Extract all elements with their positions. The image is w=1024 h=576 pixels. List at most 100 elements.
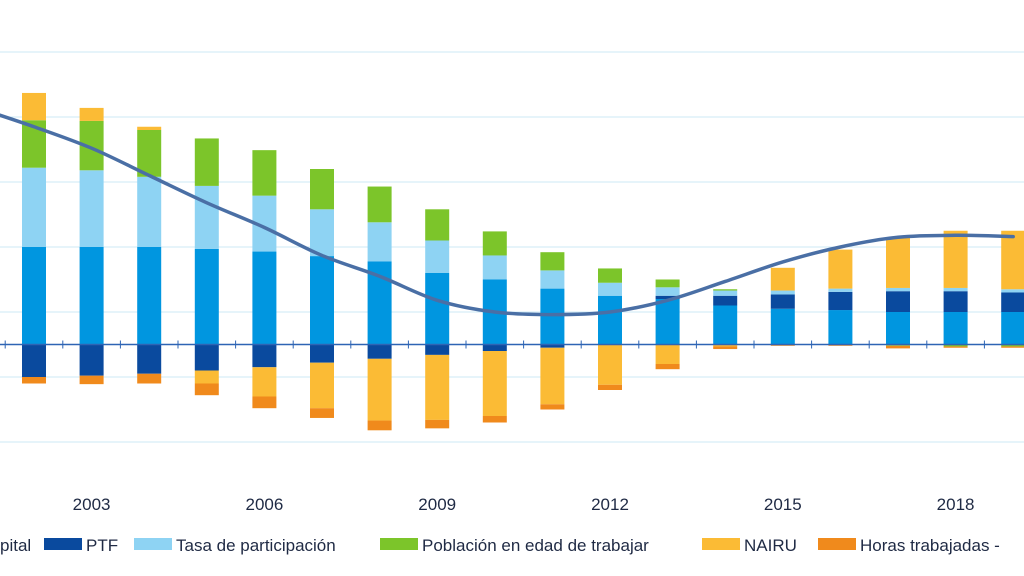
bars (4, 92, 1024, 431)
bar-segment-ptf-2003 (79, 344, 104, 376)
bar-segment-capital-2005 (194, 248, 219, 345)
x-tick-label-2003: 2003 (73, 495, 111, 514)
bar-segment-hours_worked-2008 (367, 420, 392, 431)
bar-segment-participation-2012 (598, 282, 622, 296)
bar-segment-hours_worked-2010 (482, 416, 507, 423)
bar-segment-hours_worked-2017 (886, 345, 910, 349)
legend-label-capital: pital (0, 536, 31, 555)
bar-segment-working_age_population-2018 (943, 344, 968, 347)
bar-segment-working_age_population-2011 (540, 252, 565, 271)
legend-swatch-ptf (44, 538, 82, 550)
bar-segment-working_age_population-2006 (252, 150, 277, 196)
bar-segment-participation-2016 (828, 288, 853, 292)
bar-segment-nairu-2007 (310, 362, 334, 409)
bar-segment-working_age_population-2007 (310, 169, 334, 210)
x-tick-label-2009: 2009 (418, 495, 456, 514)
bar-segment-working_age_population-2008 (367, 186, 392, 223)
bar-segment-nairu-2016 (828, 249, 853, 289)
bar-segment-participation-2015 (770, 290, 795, 295)
bar-segment-capital-2006 (252, 251, 277, 345)
bar-segment-capital-2015 (770, 308, 795, 345)
bar-segment-participation-2017 (886, 287, 910, 292)
bar-segment-working_age_population-2005 (194, 138, 219, 186)
bar-segment-ptf-2019 (1001, 292, 1024, 312)
bar-segment-hours_worked-2019 (1001, 346, 1024, 348)
bar-segment-nairu-2018 (943, 230, 968, 288)
legend-swatch-nairu (702, 538, 740, 550)
bar-segment-ptf-2008 (367, 344, 392, 359)
bar-segment-hours_worked-2009 (425, 419, 450, 429)
bar-segment-participation-2018 (943, 287, 968, 292)
bar-segment-nairu-2005 (194, 370, 219, 384)
bar-segment-nairu-2008 (367, 358, 392, 421)
trend-line (0, 113, 1015, 317)
bar-segment-nairu-2015 (770, 267, 795, 291)
bar-segment-ptf-2009 (425, 344, 450, 355)
bar-segment-nairu-2017 (886, 237, 910, 288)
bar-segment-ptf-2005 (194, 344, 219, 371)
bar-segment-hours_worked-2005 (194, 383, 219, 396)
bar-segment-nairu-2013 (655, 344, 680, 364)
bar-segment-participation-2007 (310, 209, 334, 257)
bar-segment-capital-2003 (79, 247, 104, 345)
bar-segment-nairu-2012 (598, 344, 622, 385)
bar-segment-hours_worked-2013 (655, 364, 680, 370)
bar-segment-nairu-2003 (79, 107, 104, 121)
bar-segment-capital-2009 (425, 273, 450, 345)
bar-segment-capital-2004 (137, 247, 162, 345)
bar-segment-capital-2011 (540, 288, 565, 345)
bar-segment-working_age_population-2004 (137, 130, 162, 177)
bar-segment-participation-2008 (367, 222, 392, 262)
bar-segment-nairu-2011 (540, 347, 565, 405)
bar-segment-ptf-2011 (540, 344, 565, 348)
bar-segment-capital-2007 (310, 256, 334, 345)
bar-segment-ptf-2014 (713, 295, 738, 306)
bar-segment-participation-2009 (425, 240, 450, 273)
bar-segment-ptf-2013 (655, 295, 680, 299)
x-tick-label-2006: 2006 (245, 495, 283, 514)
bar-segment-working_age_population-2012 (598, 268, 622, 283)
bar-segment-capital-2017 (886, 312, 910, 345)
bar-segment-nairu-2019 (1001, 230, 1024, 290)
bar-segment-participation-2011 (540, 270, 565, 289)
legend-label-participation: Tasa de participación (176, 536, 336, 555)
bar-segment-working_age_population-2010 (482, 231, 507, 256)
bar-segment-capital-2018 (943, 312, 968, 345)
bar-segment-participation-2002 (22, 167, 46, 247)
bar-segment-nairu-2004 (137, 126, 162, 130)
bar-segment-participation-2004 (137, 176, 162, 247)
x-tick-label-2015: 2015 (764, 495, 802, 514)
bar-segment-hours_worked-2006 (252, 396, 277, 409)
bar-segment-nairu-2014 (713, 344, 738, 347)
legend-swatch-working_age_population (380, 538, 418, 550)
legend-label-nairu: NAIRU (744, 536, 797, 555)
bar-segment-participation-2019 (1001, 289, 1024, 293)
bar-segment-capital-2019 (1001, 312, 1024, 345)
legend-label-hours_worked: Horas trabajadas - (860, 536, 1000, 555)
bar-segment-capital-2002 (22, 247, 46, 345)
bar-segment-working_age_population-2019 (1001, 344, 1024, 347)
bar-segment-ptf-2010 (482, 344, 507, 351)
bar-segment-working_age_population-2009 (425, 209, 450, 241)
bar-segment-hours_worked-2004 (137, 373, 162, 384)
bar-segment-ptf-2015 (770, 294, 795, 309)
bar-segment-capital-2016 (828, 310, 853, 345)
gridlines (0, 51, 1024, 443)
legend-swatch-participation (134, 538, 172, 550)
bar-segment-ptf-2016 (828, 291, 853, 311)
bar-segment-hours_worked-2018 (943, 346, 968, 348)
bar-segment-capital-2013 (655, 299, 680, 345)
bar-segment-nairu-2002 (22, 92, 46, 121)
bar-segment-hours_worked-2003 (79, 375, 104, 385)
x-axis-ticks: 2003 2006 2009 2012 2015 2018 (73, 495, 975, 514)
bar-segment-participation-2013 (655, 287, 680, 296)
total-trend-line (0, 113, 1015, 317)
bar-segment-participation-2014 (713, 290, 738, 296)
bar-segment-participation-2003 (79, 170, 104, 247)
x-tick-label-2018: 2018 (937, 495, 975, 514)
bar-segment-ptf-2004 (137, 344, 162, 374)
x-tick-label-2012: 2012 (591, 495, 629, 514)
bar-segment-hours_worked-2014 (713, 346, 738, 350)
bar-segment-ptf-2007 (310, 344, 334, 363)
